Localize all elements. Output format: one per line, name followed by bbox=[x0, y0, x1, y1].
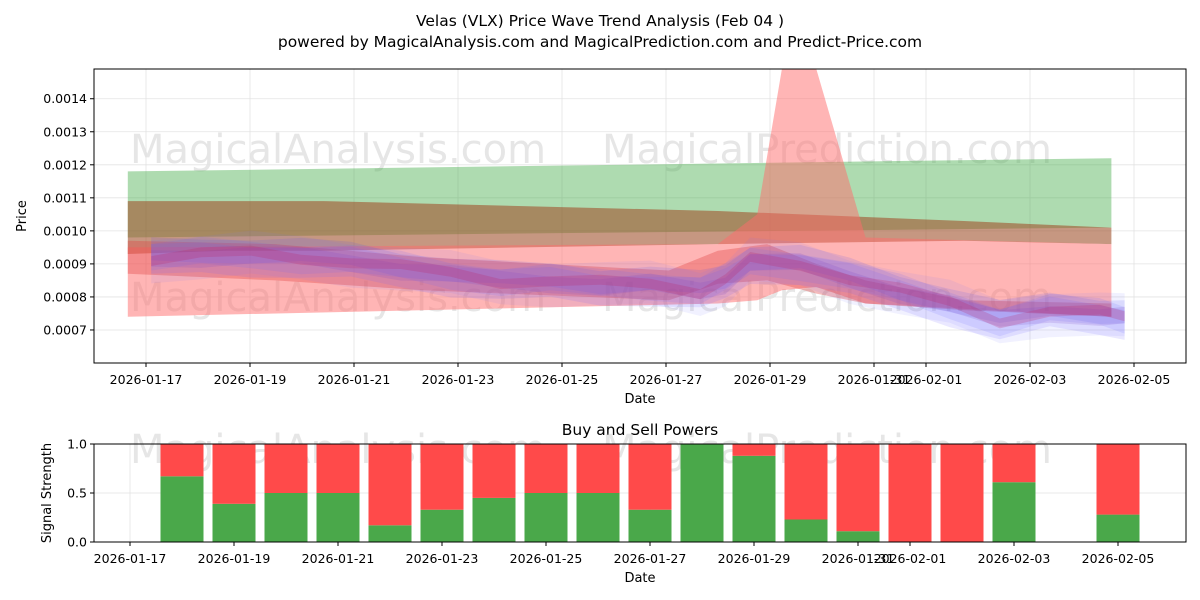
powers-x-tick-label: 2026-01-23 bbox=[406, 551, 479, 566]
buy-bar bbox=[160, 476, 204, 542]
price-y-tick-label: 0.0013 bbox=[43, 124, 87, 139]
powers-y-tick-label: 0.0 bbox=[67, 535, 87, 550]
price-wave-ribbon bbox=[151, 246, 1125, 327]
price-y-tick-label: 0.0010 bbox=[43, 223, 87, 238]
price-chart: MagicalAnalysis.com MagicalPrediction.co… bbox=[15, 68, 1187, 407]
powers-x-tick-label: 2026-01-17 bbox=[94, 551, 167, 566]
figure-title: Velas (VLX) Price Wave Trend Analysis (F… bbox=[416, 12, 784, 30]
powers-x-tick-label: 2026-02-03 bbox=[978, 551, 1051, 566]
price-x-tick-label: 2026-01-23 bbox=[422, 372, 495, 387]
sell-bar bbox=[576, 444, 620, 493]
sell-bar bbox=[732, 444, 776, 456]
sell-bar bbox=[368, 444, 412, 526]
price-x-tick-label: 2026-01-21 bbox=[318, 372, 391, 387]
powers-chart: Buy and Sell Powers MagicalAnalysis.com … bbox=[40, 421, 1187, 586]
sell-bar bbox=[420, 444, 464, 510]
powers-y-tick-label: 1.0 bbox=[67, 437, 87, 452]
buy-bar bbox=[732, 455, 776, 542]
price-x-tick-label: 2026-01-25 bbox=[526, 372, 599, 387]
price-y-axis-label: Price bbox=[15, 200, 30, 232]
price-x-tick-label: 2026-02-03 bbox=[994, 372, 1067, 387]
price-x-tick-label: 2026-01-19 bbox=[214, 372, 287, 387]
buy-bar bbox=[784, 519, 828, 542]
price-y-tick-label: 0.0014 bbox=[43, 91, 87, 106]
price-waves bbox=[151, 230, 1125, 344]
buy-bar bbox=[472, 497, 516, 542]
sell-bar bbox=[1096, 444, 1140, 515]
price-y-tick-label: 0.0008 bbox=[43, 289, 87, 304]
powers-y-ticks: 0.0 0.5 1.0 bbox=[67, 437, 94, 550]
price-y-tick-label: 0.0007 bbox=[43, 322, 87, 337]
price-wave-ribbon bbox=[151, 236, 1125, 337]
buy-bar bbox=[576, 493, 620, 542]
price-plot-frame bbox=[93, 68, 1187, 364]
powers-y-tick-label: 0.5 bbox=[67, 486, 87, 501]
sell-bar bbox=[472, 444, 516, 498]
price-wave-ribbon bbox=[151, 237, 1125, 324]
powers-x-tick-label: 2026-01-25 bbox=[510, 551, 583, 566]
price-x-axis-label: Date bbox=[624, 392, 655, 407]
price-y-tick-label: 0.0012 bbox=[43, 157, 87, 172]
sell-bar bbox=[836, 444, 880, 532]
price-x-tick-label: 2026-01-27 bbox=[630, 372, 703, 387]
powers-x-tick-label: 2026-01-21 bbox=[302, 551, 375, 566]
price-wave-ribbon bbox=[151, 230, 1125, 344]
price-x-tick-label: 2026-01-17 bbox=[110, 372, 183, 387]
buy-bar bbox=[316, 493, 360, 542]
buy-bar bbox=[212, 503, 256, 542]
powers-x-tick-label: 2026-02-05 bbox=[1082, 551, 1155, 566]
powers-bars bbox=[160, 444, 1140, 542]
sell-bar bbox=[888, 444, 932, 542]
sell-bar bbox=[784, 444, 828, 520]
powers-x-tick-label: 2026-01-31 bbox=[822, 551, 895, 566]
price-x-tick-label: 2026-02-01 bbox=[890, 372, 963, 387]
buy-bar bbox=[368, 525, 412, 542]
sell-bar bbox=[524, 444, 568, 493]
buy-bar bbox=[264, 493, 308, 542]
powers-x-ticks: 2026-01-17 2026-01-19 2026-01-21 2026-01-23… bbox=[94, 542, 1155, 566]
watermark-analysis-top: MagicalAnalysis.com bbox=[130, 127, 546, 173]
price-wave-ribbon bbox=[151, 242, 1125, 340]
price-band bbox=[127, 240, 1112, 317]
price-y-tick-label: 0.0011 bbox=[43, 190, 87, 205]
buy-bar bbox=[628, 509, 672, 542]
sell-bar bbox=[264, 444, 308, 493]
powers-x-tick-label: 2026-02-01 bbox=[874, 551, 947, 566]
powers-x-tick-label: 2026-01-19 bbox=[198, 551, 271, 566]
buy-bar bbox=[992, 482, 1036, 542]
price-bands bbox=[127, 69, 1112, 317]
price-y-ticks: 0.0007 0.0008 0.0009 0.0010 0.0011 0.0012 0.00… bbox=[43, 91, 94, 337]
buy-bar bbox=[524, 493, 568, 542]
buy-bar bbox=[420, 509, 464, 542]
price-x-tick-label: 2026-02-05 bbox=[1098, 372, 1171, 387]
powers-y-axis-label: Signal Strength bbox=[40, 443, 55, 543]
buy-bar bbox=[680, 444, 724, 542]
powers-x-tick-label: 2026-01-27 bbox=[614, 551, 687, 566]
powers-x-axis-label: Date bbox=[624, 571, 655, 586]
powers-x-tick-label: 2026-01-29 bbox=[718, 551, 791, 566]
price-y-tick-label: 0.0009 bbox=[43, 256, 87, 271]
buy-bar bbox=[836, 531, 880, 542]
sell-bar bbox=[160, 444, 204, 477]
sell-bar bbox=[940, 444, 984, 542]
price-x-ticks: 2026-01-17 2026-01-19 2026-01-21 2026-01-23… bbox=[110, 363, 1171, 387]
powers-chart-title: Buy and Sell Powers bbox=[562, 421, 719, 439]
sell-bar bbox=[628, 444, 672, 510]
sell-bar bbox=[992, 444, 1036, 483]
price-x-tick-label: 2026-01-31 bbox=[838, 372, 911, 387]
sell-bar bbox=[316, 444, 360, 493]
sell-bar bbox=[212, 444, 256, 504]
price-band bbox=[127, 69, 1112, 317]
price-x-tick-label: 2026-01-29 bbox=[734, 372, 807, 387]
figure-subtitle: powered by MagicalAnalysis.com and Magic… bbox=[278, 33, 922, 51]
buy-bar bbox=[1096, 514, 1140, 542]
price-wave-ribbon bbox=[151, 245, 1125, 329]
